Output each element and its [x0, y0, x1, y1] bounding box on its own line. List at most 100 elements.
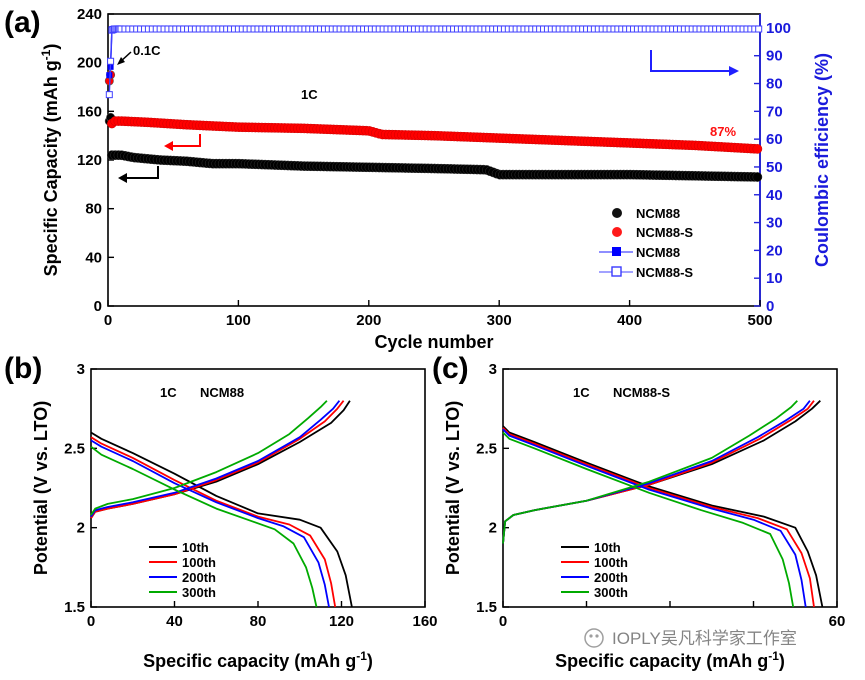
legend-marker-ncm88s-capacity — [612, 227, 622, 237]
y-tick-label-a: 0 — [94, 298, 102, 315]
chart-panel-a: 0 100 200 300 400 500040801201602002400102030… — [39, 6, 832, 352]
annotation-0-1c: 0.1C — [133, 43, 161, 58]
annotation-1c: 1C — [301, 87, 318, 102]
series-line-ncm88-efficiency — [108, 27, 760, 76]
curve-200th-charge — [90, 400, 341, 518]
x-tick-label: 160 — [412, 613, 437, 630]
legend-label-ncm88-ce: NCM88 — [636, 245, 680, 260]
y-tick-label: 1.5 — [64, 599, 85, 616]
annotation-retention: 87% — [710, 124, 736, 139]
y2-tick-label-a: 10 — [766, 270, 783, 287]
legend-label-200th: 200th — [182, 570, 216, 585]
curve-10th-charge — [502, 400, 821, 544]
legend-marker-ncm88s-ce — [611, 266, 622, 277]
curve-100th-charge — [90, 400, 345, 519]
arrowhead-blue — [729, 66, 739, 76]
x-axis-label-c: Specific capacity (mAh g-1) — [555, 649, 785, 671]
chart-panel-c: 0 60 1.5 2 2.5 3 1C NCM88-S 10th100th200th300… — [443, 361, 845, 671]
curve-100th-discharge — [502, 427, 815, 608]
x-tick-label: 60 — [829, 613, 846, 630]
data-point-ncm88-s-capacity — [752, 144, 763, 154]
series-line-ncm88-s-efficiency — [108, 28, 760, 95]
y-tick-label-a: 120 — [77, 152, 102, 169]
legend-label-300th: 300th — [182, 585, 216, 600]
x-tick-label-a: 200 — [356, 312, 381, 329]
arrowhead-black — [118, 173, 127, 183]
y-tick-label-a: 160 — [77, 103, 102, 120]
y2-tick-label-a: 90 — [766, 48, 783, 65]
x-axis-label-b-sup: -1 — [356, 649, 367, 663]
x-tick-label-a: 500 — [747, 312, 772, 329]
panel-label-a: (a) — [4, 6, 41, 39]
chart-panel-b: 0 40 80 120 160 1.5 2 2.5 3 1C NCM88 10th100th20… — [31, 361, 438, 671]
data-point-ncm88-s-efficiency — [107, 57, 115, 65]
watermark-icon — [584, 628, 604, 648]
y2-tick-label-a: 100 — [766, 20, 791, 37]
curve-10th-discharge — [90, 431, 353, 608]
legend-label-10th: 10th — [182, 540, 209, 555]
y-tick-label-a: 80 — [85, 201, 102, 218]
x-tick-label-a: 100 — [226, 312, 251, 329]
x-axis-label-c-sup: -1 — [768, 649, 779, 663]
x-axis-label-c-close: ) — [779, 651, 785, 671]
y2-tick-label-a: 60 — [766, 131, 783, 148]
y2-tick-label-a: 30 — [766, 215, 783, 232]
y-tick-label: 3 — [489, 361, 497, 378]
header-sample-c: NCM88-S — [613, 385, 670, 400]
x-tick-label-a: 300 — [487, 312, 512, 329]
annotation-arrowhead-0-1c — [117, 57, 125, 65]
y-tick-label: 3 — [77, 361, 85, 378]
curve-200th-discharge — [90, 439, 330, 608]
legend-label-ncm88s-capacity: NCM88-S — [636, 225, 693, 240]
curve-300th-charge — [90, 400, 328, 516]
y-tick-label: 2 — [77, 520, 85, 537]
data-point-ncm88-s-efficiency — [105, 91, 113, 99]
arrow-black-to-left-axis — [126, 166, 159, 179]
legend-label-ncm88-capacity: NCM88 — [636, 206, 680, 221]
y-tick-label-a: 240 — [77, 6, 102, 23]
watermark-icon-dot-2 — [595, 634, 599, 638]
y-axis-label-c: Potential (V vs. LTO) — [443, 401, 463, 575]
curve-300th-discharge — [502, 431, 795, 608]
curve-300th-discharge — [90, 445, 318, 608]
legend-label-200th: 200th — [594, 570, 628, 585]
x-tick-label: 0 — [87, 613, 95, 630]
watermark: IOPLY吴凡科学家工作室 — [584, 628, 797, 648]
plot-frame-c — [502, 368, 838, 608]
legend-marker-ncm88-capacity — [612, 208, 622, 218]
y-tick-label: 2.5 — [64, 440, 85, 457]
legend-a: NCM88 NCM88-S NCM88 NCM88-S — [599, 206, 693, 280]
legend-label-100th: 100th — [594, 555, 628, 570]
y-tick-label-a: 200 — [77, 55, 102, 72]
y2-tick-label-a: 40 — [766, 187, 783, 204]
y2-tick-label-a: 0 — [766, 298, 774, 315]
curve-200th-charge — [502, 400, 811, 544]
curve-10th-discharge — [502, 425, 824, 608]
panel-label-b: (b) — [4, 352, 42, 385]
panel-label-c: (c) — [432, 352, 469, 385]
x-tick-label: 120 — [329, 613, 354, 630]
legend-label-10th: 10th — [594, 540, 621, 555]
header-rate-c: 1C — [573, 385, 590, 400]
header-rate-b: 1C — [160, 385, 177, 400]
x-axis-label-b-close: ) — [367, 651, 373, 671]
y-axis-label-b: Potential (V vs. LTO) — [31, 401, 51, 575]
watermark-icon-dot — [589, 634, 593, 638]
y2-tick-label-a: 50 — [766, 159, 783, 176]
arrow-red-to-left-axis — [172, 134, 201, 147]
legend-label-100th: 100th — [182, 555, 216, 570]
x-tick-label-a: 0 — [104, 312, 112, 329]
x-tick-label: 0 — [499, 613, 507, 630]
x-tick-label-a: 400 — [617, 312, 642, 329]
y-axis-label-a-sup: -1 — [39, 49, 53, 60]
curve-200th-discharge — [502, 428, 807, 608]
legend-label-300th: 300th — [594, 585, 628, 600]
watermark-text: IOPLY吴凡科学家工作室 — [612, 629, 797, 648]
y-axis-label-a-close: ) — [41, 44, 61, 50]
x-axis-label-c-text: Specific capacity (mAh g — [555, 651, 768, 671]
data-point-ncm88-s-efficiency — [755, 25, 763, 33]
data-point-ncm88-capacity — [752, 172, 763, 182]
